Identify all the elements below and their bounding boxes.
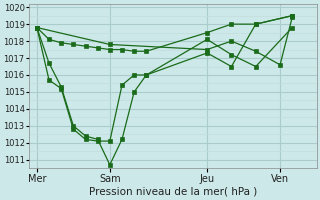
X-axis label: Pression niveau de la mer( hPa ): Pression niveau de la mer( hPa ) xyxy=(89,187,257,197)
